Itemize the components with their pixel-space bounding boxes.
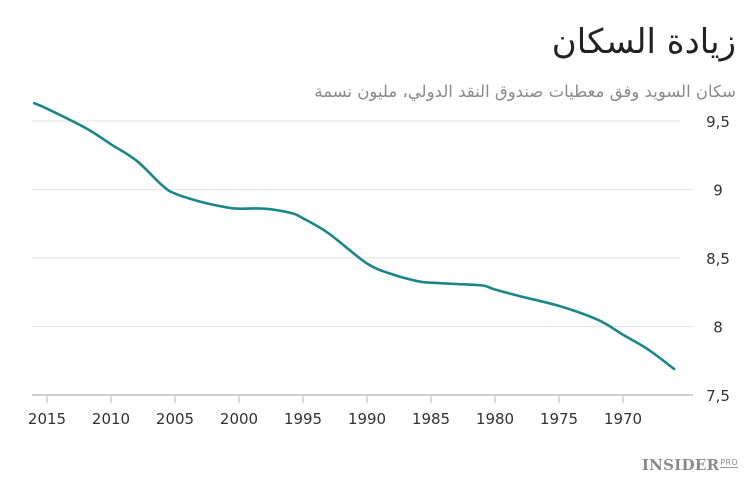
x-tick-label: 1980 xyxy=(476,410,514,428)
x-axis: 2015 2010 2005 2000 1995 1990 1985 1980 1975 1970 xyxy=(28,396,642,428)
x-tick-label: 1970 xyxy=(604,410,642,428)
y-tick-label: 8,5 xyxy=(706,250,730,268)
insider-pro-logo: INSIDERPRO xyxy=(642,456,738,474)
population-line xyxy=(32,101,676,371)
y-tick-label: 9 xyxy=(713,182,723,200)
logo-main: INSIDER xyxy=(641,456,720,474)
x-tick-label: 2010 xyxy=(92,410,130,428)
x-tick-label: 1975 xyxy=(540,410,578,428)
chart-title: زيادة السكان xyxy=(551,22,736,62)
x-tick-label: 2005 xyxy=(156,410,194,428)
chart-subtitle: سكان السويد وفق معطيات صندوق النقد الدول… xyxy=(314,82,736,101)
y-axis: 9,5 9 8,5 8 7,5 xyxy=(706,113,730,405)
logo-suffix: PRO xyxy=(720,458,738,468)
x-tick-label: 2015 xyxy=(28,410,66,428)
y-tick-label: 7,5 xyxy=(706,387,730,405)
x-tick-label: 1985 xyxy=(412,410,450,428)
gridlines xyxy=(32,120,693,396)
x-tick-label: 1995 xyxy=(284,410,322,428)
x-tick-label: 1990 xyxy=(348,410,386,428)
y-tick-label: 9,5 xyxy=(706,113,730,131)
x-tick-label: 2000 xyxy=(220,410,258,428)
y-tick-label: 8 xyxy=(713,319,723,337)
